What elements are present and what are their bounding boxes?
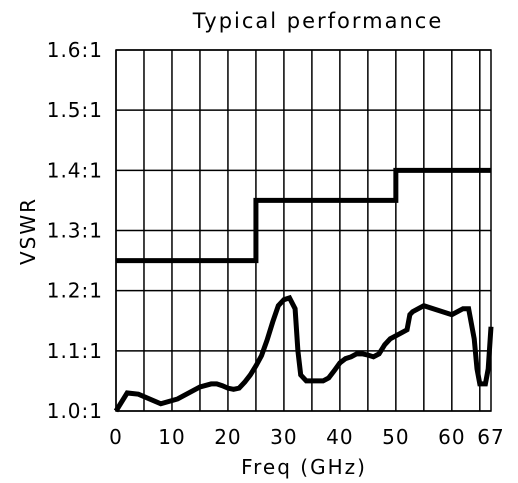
y-tick-label: 1.0:1 xyxy=(47,399,103,423)
spec-limit-line xyxy=(116,167,491,264)
series-group xyxy=(113,167,494,413)
grid xyxy=(115,49,492,412)
y-tick-label: 1.5:1 xyxy=(47,98,103,122)
x-tick-label: 0 xyxy=(109,425,123,449)
x-tick-label: 67 xyxy=(477,425,504,449)
x-tick-label: 40 xyxy=(326,425,353,449)
x-tick-label: 20 xyxy=(214,425,241,449)
y-tick-label: 1.6:1 xyxy=(47,38,103,62)
y-tick-label: 1.4:1 xyxy=(47,158,103,182)
x-tick-label: 10 xyxy=(158,425,185,449)
chart-title: Typical performance xyxy=(192,9,444,33)
x-tick-label: 60 xyxy=(438,425,465,449)
y-tick-label: 1.3:1 xyxy=(47,219,103,243)
y-axis-label: VSWR xyxy=(16,197,40,265)
x-tick-labels: 0 10 20 30 40 50 60 67 xyxy=(109,425,504,449)
plot-frame xyxy=(115,49,492,412)
x-axis-label: Freq (GHz) xyxy=(241,455,367,479)
x-tick-label: 50 xyxy=(382,425,409,449)
y-tick-label: 1.1:1 xyxy=(47,339,103,363)
x-tick-label: 30 xyxy=(270,425,297,449)
y-tick-labels: 1.0:1 1.1:1 1.2:1 1.3:1 1.4:1 1.5:1 1.6:1 xyxy=(47,38,103,423)
measured-vswr-line xyxy=(113,294,494,413)
y-tick-label: 1.2:1 xyxy=(47,279,103,303)
